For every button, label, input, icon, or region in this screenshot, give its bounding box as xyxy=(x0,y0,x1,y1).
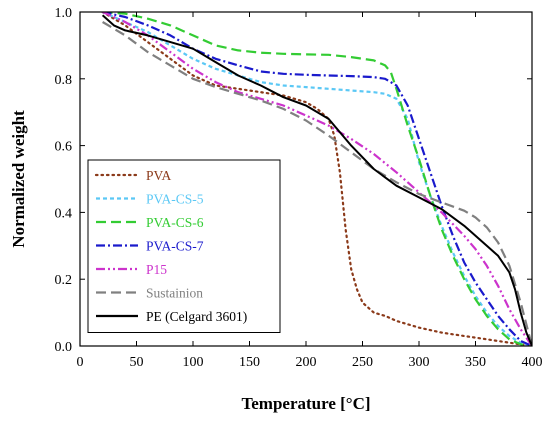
series-line-p15 xyxy=(102,12,532,346)
y-tick-label: 1.0 xyxy=(55,6,73,21)
x-tick-label: 100 xyxy=(183,355,204,370)
y-tick-label: 0.6 xyxy=(55,140,73,155)
legend-label-pva-cs-7: PVA-CS-7 xyxy=(146,239,204,254)
legend-label-pva-cs-5: PVA-CS-5 xyxy=(146,192,204,207)
y-tick-label: 0.0 xyxy=(55,340,73,355)
y-axis-title: Normalized weight xyxy=(9,110,28,248)
x-tick-label: 50 xyxy=(130,355,144,370)
legend-label-pva-cs-6: PVA-CS-6 xyxy=(146,215,204,230)
y-tick-label: 0.2 xyxy=(55,273,73,288)
y-tick-label: 0.4 xyxy=(55,206,73,221)
legend-label-p15: P15 xyxy=(146,262,167,277)
legend-label-pe-celgard-3601: PE (Celgard 3601) xyxy=(146,309,247,324)
series-line-sustainion xyxy=(102,21,532,346)
series-layer xyxy=(101,12,532,346)
legend-label-sustainion: Sustainion xyxy=(146,286,203,301)
x-tick-label: 150 xyxy=(239,355,260,370)
x-tick-label: 350 xyxy=(465,355,486,370)
x-tick-label: 0 xyxy=(77,355,84,370)
x-axis-title: Temperature [°C] xyxy=(241,394,370,413)
x-tick-label: 200 xyxy=(296,355,317,370)
series-line-pe-celgard-3601 xyxy=(101,14,532,346)
x-tick-label: 300 xyxy=(409,355,430,370)
legend: PVA PVA-CS-5 PVA-CS-6 PVA-CS-7 P15 Sustainion… xyxy=(87,159,281,333)
y-tick-label: 0.8 xyxy=(55,73,73,88)
series-line-pva xyxy=(101,12,532,346)
x-tick-label: 400 xyxy=(522,355,543,370)
series-line-pva-cs-6 xyxy=(102,12,532,346)
ticks-layer: 0 50 100 150 200 250 300 350 400 0.0 0.2 0.4 0.6 0.8 1… xyxy=(55,6,543,370)
legend-label-pva: PVA xyxy=(146,168,172,183)
x-tick-label: 250 xyxy=(352,355,373,370)
